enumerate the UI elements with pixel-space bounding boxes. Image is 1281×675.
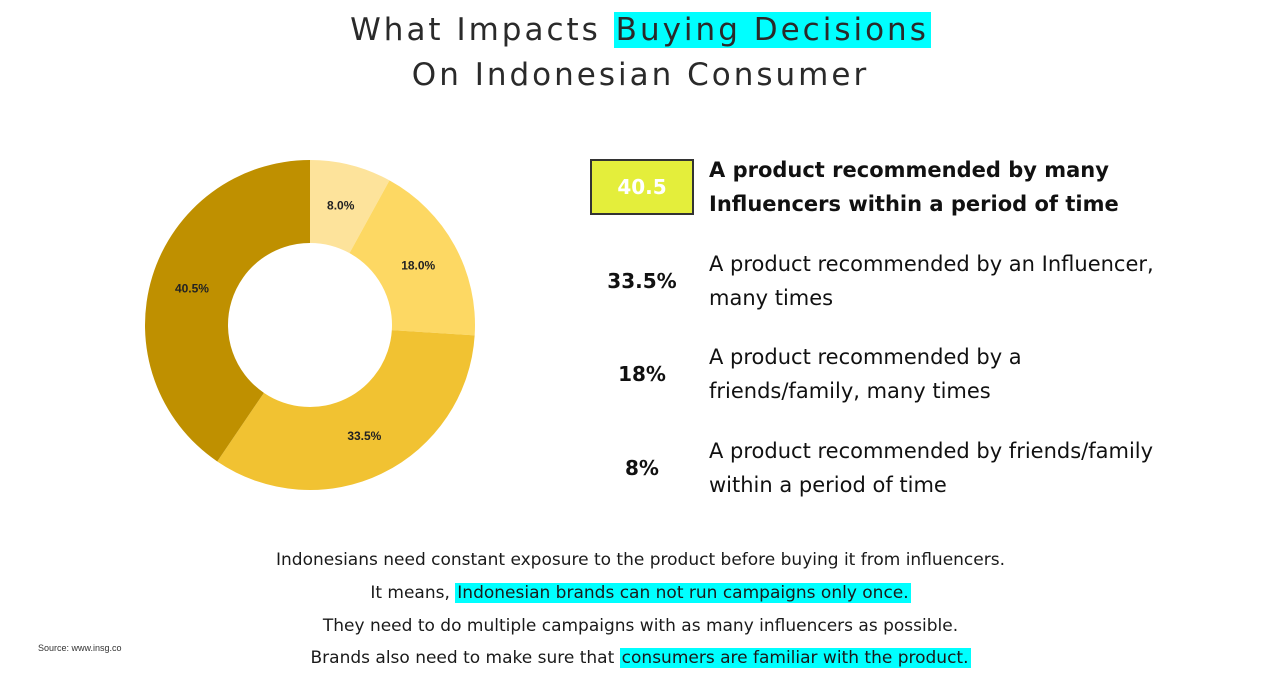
source-note: Source: www.insg.co bbox=[38, 643, 122, 653]
donut-slice bbox=[349, 180, 475, 336]
slice-label: 8.0% bbox=[327, 198, 355, 212]
donut-slice bbox=[145, 160, 310, 462]
footer-line-2-highlight: Indonesian brands can not run campaigns … bbox=[455, 583, 911, 603]
footer-line-4-highlight: consumers are familiar with the product. bbox=[619, 648, 971, 668]
title-highlight: Buying Decisions bbox=[613, 12, 931, 48]
footer-line-3: They need to do multiple campaigns with … bbox=[322, 616, 959, 636]
legend-value-box: 40.5 bbox=[590, 159, 694, 215]
slice-label: 40.5% bbox=[175, 282, 209, 296]
footer-line-2-prefix: It means, bbox=[370, 583, 456, 603]
chart-title: What Impacts Buying Decisions bbox=[0, 8, 1281, 52]
legend-value: 8% bbox=[625, 456, 659, 480]
chart-subtitle: On Indonesian Consumer bbox=[411, 57, 870, 93]
legend-text: A product recommended by a friends/famil… bbox=[709, 345, 1022, 403]
donut-chart: 8.0% 18.0% 33.5% 40.5% bbox=[145, 160, 475, 490]
legend-row-2: 33.5% A product recommended by an Influe… bbox=[590, 243, 1190, 319]
legend-row-4: 8% A product recommended by friends/fami… bbox=[590, 430, 1190, 506]
footer-line-2: It means, Indonesian brands can not run … bbox=[0, 581, 1281, 605]
slice-label: 18.0% bbox=[401, 259, 435, 273]
legend-text: A product recommended by many Influencer… bbox=[709, 158, 1119, 216]
legend-value: 33.5% bbox=[607, 269, 677, 293]
legend-row-1: 40.5 A product recommended by many Influ… bbox=[590, 149, 1190, 225]
legend-value: 18% bbox=[618, 362, 666, 386]
footer-line-4: Brands also need to make sure that consu… bbox=[0, 646, 1281, 670]
slice-label: 33.5% bbox=[347, 429, 381, 443]
footer-line-1: Indonesians need constant exposure to th… bbox=[276, 550, 1005, 570]
legend-text: A product recommended by an Influencer, … bbox=[709, 252, 1154, 310]
donut-slice bbox=[217, 330, 475, 490]
legend-row-3: 18% A product recommended by a friends/f… bbox=[590, 336, 1190, 412]
legend-text: A product recommended by friends/family … bbox=[709, 439, 1154, 497]
footer-line-4-prefix: Brands also need to make sure that bbox=[310, 648, 620, 668]
donut-slice bbox=[310, 160, 390, 254]
title-prefix: What Impacts bbox=[350, 12, 614, 48]
